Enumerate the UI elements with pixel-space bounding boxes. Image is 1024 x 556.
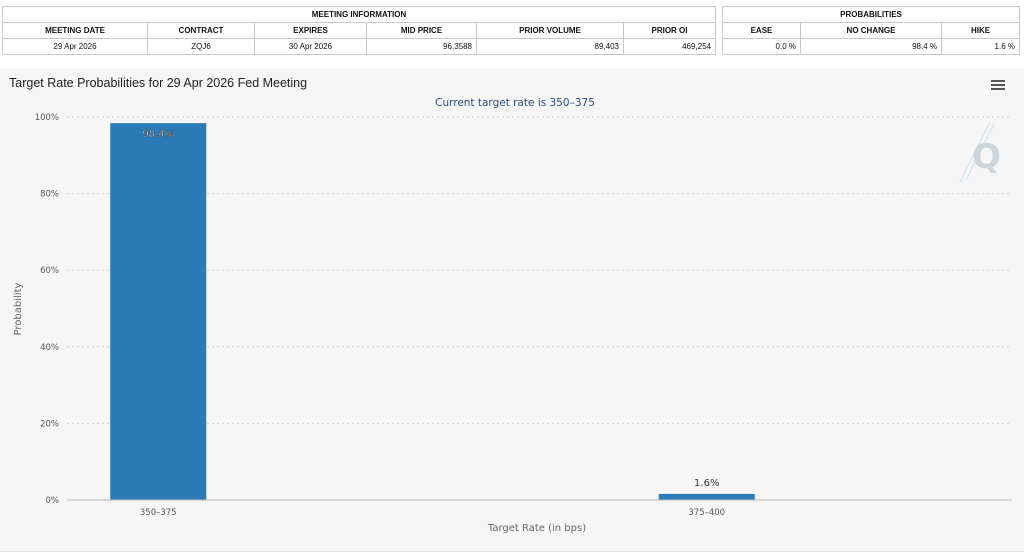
- cell-expires: 30 Apr 2026: [254, 38, 367, 55]
- y-tick-label: 60%: [40, 266, 59, 276]
- col-hike: HIKE: [941, 22, 1020, 39]
- cell-mid-price: 96.3588: [366, 38, 477, 55]
- cell-contract: ZQJ6: [147, 38, 255, 55]
- cell-prior-oi: 469,254: [623, 38, 716, 55]
- y-axis-title: Probability: [13, 282, 24, 335]
- y-tick-label: 100%: [35, 113, 59, 123]
- col-mid-price: MID PRICE: [366, 22, 477, 39]
- meeting-information-header: MEETING INFORMATION: [2, 6, 716, 23]
- cell-ease: 0.0 %: [722, 38, 801, 55]
- cell-no-change: 98.4 %: [800, 38, 942, 55]
- x-axis-title: Target Rate (in bps): [487, 523, 586, 534]
- q-logo-watermark: Q: [959, 121, 1001, 183]
- bar-data-label: 98.4%: [142, 129, 174, 140]
- cell-prior-volume: 89,403: [476, 38, 624, 55]
- x-tick-label: 375–400: [688, 508, 725, 518]
- probabilities-header: PROBABILITIES: [722, 6, 1020, 23]
- cell-meeting-date: 29 Apr 2026: [2, 38, 148, 55]
- svg-text:Q: Q: [972, 137, 1001, 177]
- y-tick-label: 80%: [40, 190, 59, 200]
- y-tick-label: 0%: [46, 496, 60, 506]
- chart-title: Target Rate Probabilities for 29 Apr 202…: [9, 76, 308, 90]
- hamburger-menu-icon[interactable]: [991, 80, 1005, 92]
- col-no-change: NO CHANGE: [800, 22, 942, 39]
- probability-bar-chart: Q Current target rate is 350–375 0% 20% 40…: [13, 97, 1012, 534]
- probabilities-table: PROBABILITIES EASE NO CHANGE HIKE 0.0 % …: [722, 6, 1020, 55]
- chart-subtitle: Current target rate is 350–375: [435, 97, 595, 109]
- y-tick-label: 40%: [40, 343, 59, 353]
- bar-data-label: 1.6%: [694, 478, 719, 489]
- col-contract: CONTRACT: [147, 22, 255, 39]
- col-ease: EASE: [722, 22, 801, 39]
- col-prior-volume: PRIOR VOLUME: [476, 22, 624, 39]
- col-expires: EXPIRES: [254, 22, 367, 39]
- x-tick-label: 350–375: [140, 508, 177, 518]
- col-meeting-date: MEETING DATE: [2, 22, 148, 39]
- y-tick-label: 20%: [40, 419, 59, 429]
- col-prior-oi: PRIOR OI: [623, 22, 716, 39]
- meeting-information-table: MEETING INFORMATION MEETING DATE CONTRAC…: [2, 6, 716, 55]
- bar-375–400[interactable]: [658, 493, 755, 500]
- cell-hike: 1.6 %: [941, 38, 1020, 55]
- bar-350–375[interactable]: [110, 123, 207, 501]
